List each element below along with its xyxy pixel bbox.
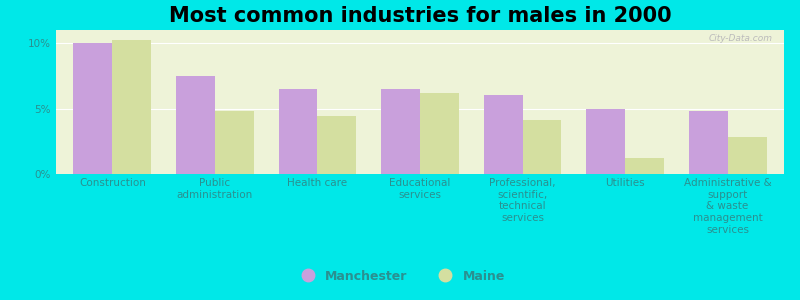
Text: City-Data.com: City-Data.com (709, 34, 773, 43)
Bar (278, 89, 318, 174)
Bar (215, 111, 254, 174)
Bar (522, 120, 562, 174)
Legend: Manchester, Maine: Manchester, Maine (290, 265, 510, 288)
Bar (728, 137, 766, 174)
Bar (689, 111, 728, 174)
Bar (420, 93, 459, 174)
Bar (176, 76, 215, 174)
Bar (586, 109, 625, 174)
Bar (625, 158, 664, 174)
Bar (74, 43, 112, 174)
Bar (112, 40, 151, 174)
Title: Most common industries for males in 2000: Most common industries for males in 2000 (169, 6, 671, 26)
Bar (318, 116, 357, 174)
Bar (483, 95, 522, 174)
Bar (381, 89, 420, 174)
